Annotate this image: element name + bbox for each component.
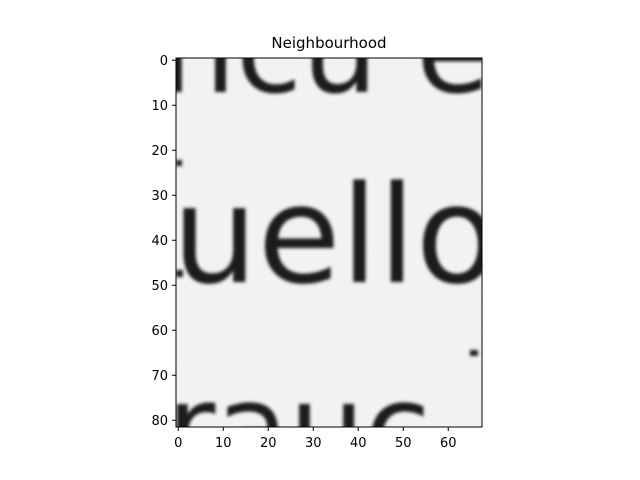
y-tick-label: 30 (151, 189, 168, 204)
text-row-top: ncu e (160, 0, 490, 121)
text-row-bottom: rauc (166, 360, 431, 480)
plot-title: Neighbourhood (271, 34, 387, 52)
ink-speck (176, 270, 183, 277)
x-tick-label: 10 (215, 436, 232, 451)
paper-texture (176, 58, 482, 427)
x-tick-label: 40 (350, 436, 367, 451)
x-tick: 10 (215, 427, 232, 451)
x-tick: 30 (305, 427, 322, 451)
x-tick: 50 (395, 427, 412, 451)
x-tick-label: 0 (174, 436, 182, 451)
y-tick: 30 (151, 189, 176, 204)
x-tick-label: 60 (440, 436, 457, 451)
y-tick-label: 50 (151, 279, 168, 294)
y-tick: 70 (151, 369, 176, 384)
y-tick-label: 0 (160, 54, 168, 69)
x-axis: 0 10 20 30 40 50 (174, 427, 457, 451)
y-tick: 40 (151, 234, 176, 249)
y-tick: 60 (151, 324, 176, 339)
x-tick-label: 50 (395, 436, 412, 451)
text-row-middle: uello (172, 157, 498, 314)
x-tick: 20 (260, 427, 277, 451)
y-tick: 20 (151, 144, 176, 159)
y-tick-label: 40 (151, 234, 168, 249)
ink-speck (176, 160, 182, 166)
y-tick-label: 10 (151, 99, 168, 114)
x-tick: 0 (174, 427, 182, 451)
y-tick-label: 20 (151, 144, 168, 159)
y-tick: 80 (151, 414, 176, 429)
text-image: ncu e uello rauc (160, 0, 498, 480)
y-tick-label: 80 (151, 414, 168, 429)
y-tick: 10 (151, 99, 176, 114)
y-tick: 0 (160, 54, 176, 69)
x-tick-label: 20 (260, 436, 277, 451)
y-tick-label: 60 (151, 324, 168, 339)
y-axis: 0 10 20 30 40 50 (151, 54, 176, 429)
y-tick: 50 (151, 279, 176, 294)
x-tick: 60 (440, 427, 457, 451)
x-tick: 40 (350, 427, 367, 451)
axes-frame (175, 57, 483, 428)
x-tick-label: 30 (305, 436, 322, 451)
ink-speck (470, 350, 478, 356)
y-tick-label: 70 (151, 369, 168, 384)
